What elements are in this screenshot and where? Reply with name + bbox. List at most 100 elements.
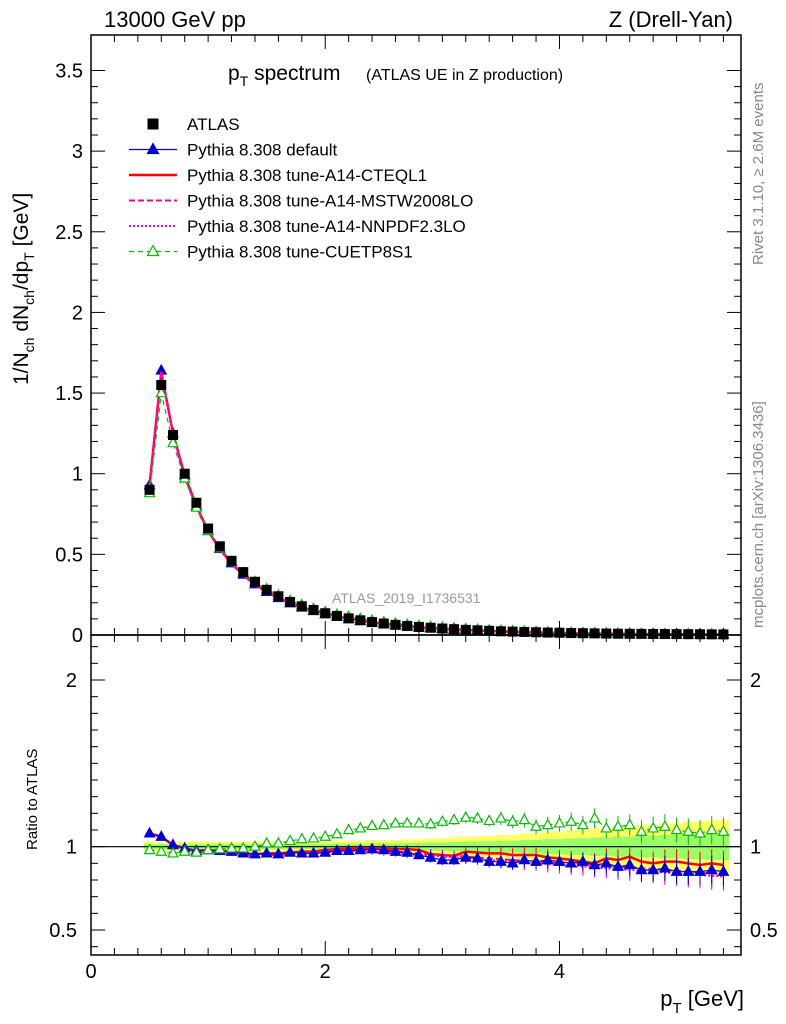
main-point-atlas [320, 608, 331, 619]
ratio-point-pythia-8-308-tune-cuetp8s1 [401, 816, 414, 828]
main-point-atlas [566, 628, 577, 639]
ratio-point-pythia-8-308-default [588, 858, 601, 870]
main-point-atlas [636, 628, 647, 639]
ratio-y-tick-label: 0.5 [49, 920, 77, 942]
ratio-point-pythia-8-308-default [600, 856, 613, 868]
main-point-atlas [203, 523, 214, 534]
header-right: Z (Drell-Yan) [609, 7, 733, 32]
main-point-pythia-8-308-tune-cuetp8s1 [155, 386, 168, 398]
ratio-y-tick-label-right: 1 [750, 837, 761, 859]
legend-label: Pythia 8.308 tune-A14-NNPDF2.3LO [187, 217, 466, 236]
main-point-atlas [144, 484, 155, 495]
ratio-point-pythia-8-308-tune-cuetp8s1 [307, 831, 320, 843]
main-point-atlas [273, 591, 284, 602]
ratio-point-pythia-8-308-default [506, 856, 519, 868]
title-sub: T [240, 73, 249, 89]
main-point-atlas [214, 541, 225, 552]
ratio-point-pythia-8-308-default [284, 845, 297, 857]
ratio-y-tick-label-right: 2 [750, 670, 761, 692]
ratio-point-pythia-8-308-default [623, 858, 636, 870]
ratio-frame [90, 634, 742, 956]
main-point-atlas [425, 622, 436, 633]
main-y-tick-label: 1 [72, 464, 83, 486]
ratio-point-pythia-8-308-tune-cuetp8s1 [202, 843, 215, 855]
ratio-x-tick-label: 0 [85, 961, 96, 983]
ratio-point-pythia-8-308-default [424, 850, 437, 862]
ratio-point-pythia-8-308-default [471, 851, 484, 863]
ratio-point-pythia-8-308-tune-cuetp8s1 [682, 825, 695, 836]
ratio-point-pythia-8-308-default [330, 844, 343, 856]
main-y-tick-label: 1.5 [55, 383, 83, 405]
ratio-y-tick-label: 1 [66, 837, 77, 859]
ratio-point-pythia-8-308-default [401, 845, 414, 857]
ratio-point-pythia-8-308-tune-cuetp8s1 [143, 843, 156, 855]
legend-label: Pythia 8.308 tune-CUETP8S1 [187, 243, 413, 262]
ratio-point-pythia-8-308-tune-cuetp8s1 [225, 841, 238, 853]
main-point-atlas [589, 628, 600, 639]
ratio-point-pythia-8-308-default [448, 853, 461, 865]
ratio-point-pythia-8-308-tune-cuetp8s1 [647, 821, 660, 833]
ratio-point-pythia-8-308-default [307, 846, 320, 858]
ratio-point-pythia-8-308-default [248, 847, 261, 859]
ratio-point-pythia-8-308-default [717, 865, 730, 876]
main-point-atlas [413, 621, 424, 632]
ratio-point-pythia-8-308-tune-cuetp8s1 [588, 811, 601, 823]
legend-swatch-marker [147, 118, 159, 130]
ratio-point-pythia-8-308-tune-cuetp8s1 [260, 836, 273, 848]
ratio-y-label: Ratio to ATLAS [24, 749, 41, 850]
ratio-point-pythia-8-308-default [459, 850, 472, 862]
main-point-atlas [367, 617, 378, 628]
main-point-atlas [355, 615, 366, 626]
ratio-point-pythia-8-308-default [436, 853, 449, 865]
ratio-point-pythia-8-308-default [576, 855, 589, 866]
main-point-atlas [402, 620, 413, 631]
ratio-point-pythia-8-308-default [670, 865, 683, 876]
ratio-point-pythia-8-308-default [295, 846, 308, 858]
ratio-series-pythia-8-308-tune-cuetp8s1 [143, 808, 730, 858]
ratio-point-pythia-8-308-tune-cuetp8s1 [295, 832, 308, 844]
ratio-point-pythia-8-308-tune-cuetp8s1 [705, 823, 718, 835]
ratio-point-pythia-8-308-tune-cuetp8s1 [167, 846, 179, 858]
legend-item-pythia-8-308-default: Pythia 8.308 default [129, 141, 338, 160]
legend-label: Pythia 8.308 default [187, 141, 338, 160]
main-point-atlas [261, 584, 272, 595]
ratio-y-axis: 0.5 0.5 1 1 2 2 [49, 646, 778, 948]
title-rest: spectrum [248, 62, 340, 85]
ratio-point-pythia-8-308-tune-cuetp8s1 [248, 840, 261, 851]
main-point-atlas [238, 567, 249, 578]
ratio-point-pythia-8-308-tune-cuetp8s1 [658, 820, 671, 831]
ratio-point-pythia-8-308-tune-cuetp8s1 [565, 815, 578, 826]
ratio-point-pythia-8-308-default [635, 863, 648, 875]
legend-item-pythia-8-308-tune-cuetp8s1: Pythia 8.308 tune-CUETP8S1 [129, 243, 413, 262]
ratio-point-pythia-8-308-tune-cuetp8s1 [178, 845, 191, 856]
ratio-point-pythia-8-308-tune-cuetp8s1 [471, 811, 484, 823]
ratio-x-tick-label: 4 [554, 961, 565, 983]
ratio-point-pythia-8-308-tune-cuetp8s1 [635, 825, 648, 836]
main-point-atlas [226, 555, 237, 566]
main-point-atlas [449, 624, 460, 635]
ratio-point-pythia-8-308-tune-cuetp8s1 [354, 821, 367, 833]
main-y-tick-label: 2 [72, 302, 83, 324]
ratio-point-pythia-8-308-tune-cuetp8s1 [670, 823, 683, 835]
main-point-atlas [249, 576, 260, 587]
main-panel: 0 0.5 1 1.5 2 2.5 3 3.5 pT spectrum (ATLAS UE i… [10, 34, 742, 647]
ratio-point-pythia-8-308-tune-cuetp8s1 [213, 842, 226, 854]
main-point-atlas [167, 430, 178, 440]
main-y-tick-label: 0 [72, 625, 83, 647]
ratio-point-pythia-8-308-default [483, 855, 496, 866]
main-y-tick-label: 0.5 [55, 544, 83, 566]
mcplots-label: mcplots.cern.ch [arXiv:1306.3436] [750, 401, 767, 628]
ratio-point-pythia-8-308-tune-cuetp8s1 [342, 823, 355, 835]
ratio-point-pythia-8-308-tune-cuetp8s1 [483, 814, 496, 826]
legend-swatch-marker [146, 142, 160, 155]
ratio-point-pythia-8-308-default [658, 861, 671, 873]
main-point-atlas [156, 380, 167, 390]
ratio-point-pythia-8-308-tune-cuetp8s1 [389, 816, 402, 828]
header-left: 13000 GeV pp [104, 7, 246, 32]
ratio-line-pythia-8-308-tune-cuetp8s1 [149, 816, 724, 854]
main-point-atlas [285, 596, 296, 607]
main-y-tick-label: 2.5 [55, 222, 83, 244]
ratio-point-pythia-8-308-default [541, 853, 554, 865]
ratio-point-pythia-8-308-tune-cuetp8s1 [694, 826, 706, 838]
x-axis-label: pT [GeV] [660, 986, 744, 1017]
